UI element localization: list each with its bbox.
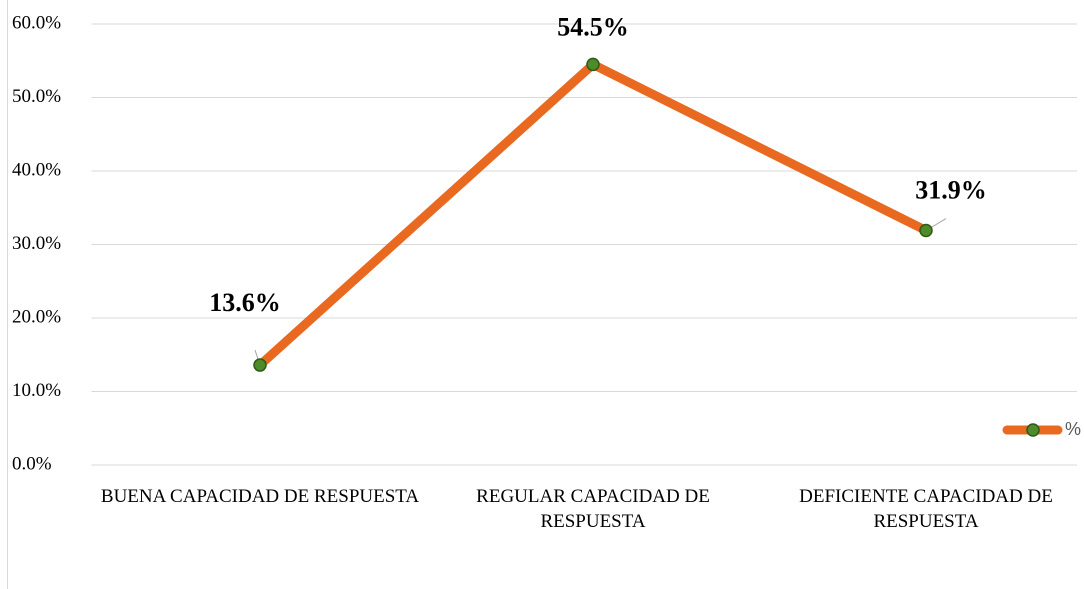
y-tick-label: 20.0% [12,306,61,327]
marker [253,358,267,372]
x-tick-label: BUENA CAPACIDAD DE RESPUESTA [100,486,420,507]
y-tick-label: 40.0% [12,159,61,180]
y-tick-label: 50.0% [12,86,61,107]
data-label: 54.5% [557,12,629,41]
legend-marker [1026,423,1040,437]
data-label: 13.6% [209,288,281,317]
y-tick-label: 60.0% [12,12,61,33]
marker [919,223,933,238]
y-tick-label: 30.0% [12,233,61,254]
y-tick-label: 0.0% [12,453,52,474]
marker [586,57,600,72]
x-tick-label: DEFICIENTE CAPACIDAD DE RESPUESTA [799,486,1053,532]
data-label: 31.9% [915,176,987,205]
line [255,59,931,370]
y-tick-label: 10.0% [12,380,61,401]
legend-label: % [1065,419,1081,439]
x-tick-label: REGULAR CAPACIDAD DE RESPUESTA [476,486,710,532]
